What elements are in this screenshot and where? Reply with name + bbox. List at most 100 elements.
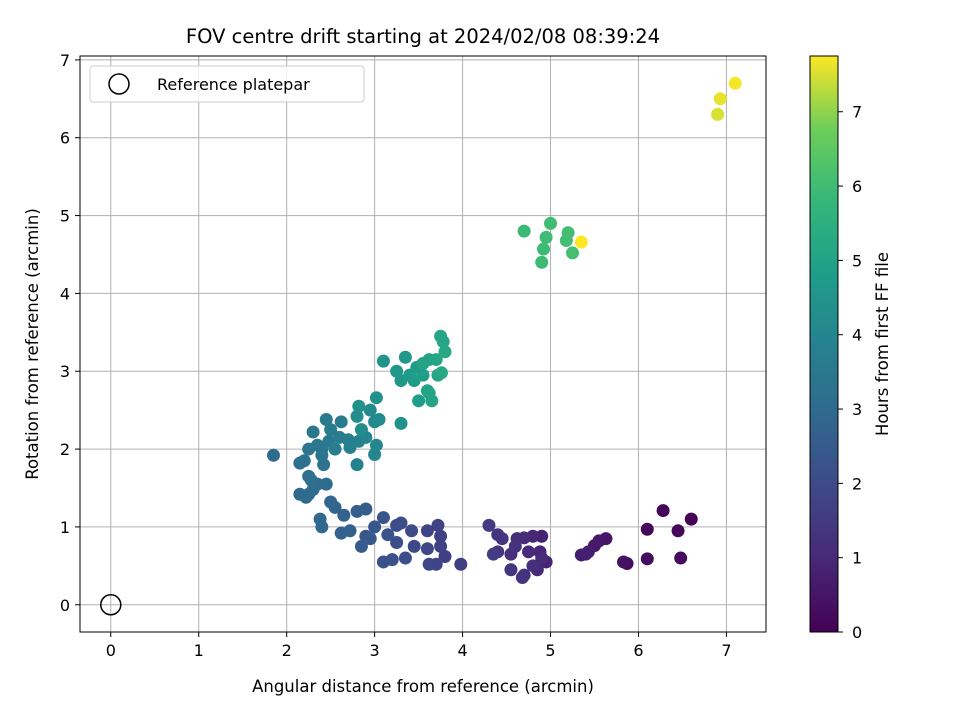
data-point	[526, 559, 540, 573]
data-points	[266, 76, 742, 585]
reference-marker-layer	[100, 594, 122, 616]
data-point	[416, 368, 430, 382]
colorbar-tick-label: 0	[852, 623, 862, 642]
legend-box	[89, 65, 365, 103]
y-tick-label: 6	[60, 129, 70, 148]
data-point	[334, 415, 348, 429]
data-point	[422, 557, 436, 571]
data-point	[324, 423, 338, 437]
data-point	[713, 92, 727, 106]
data-point	[337, 508, 351, 522]
data-point	[390, 518, 404, 532]
x-axis-label: Angular distance from reference (arcmin)	[252, 677, 594, 696]
data-point	[266, 448, 280, 462]
colorbar-tick-label: 6	[852, 177, 862, 196]
x-tick-label: 6	[633, 641, 643, 660]
y-tick-label: 4	[60, 284, 70, 303]
data-point	[350, 458, 364, 472]
data-point	[434, 366, 448, 380]
data-point	[517, 224, 531, 238]
data-point	[398, 350, 412, 364]
colorbar-tick-label: 1	[852, 549, 862, 568]
y-tick-label: 3	[60, 362, 70, 381]
colorbar-tick-label: 2	[852, 474, 862, 493]
data-point	[420, 524, 434, 538]
data-point	[536, 242, 550, 256]
legend-entry: Reference platepar	[157, 75, 310, 94]
grid	[80, 56, 766, 632]
data-point	[579, 547, 593, 561]
y-tick-label: 2	[60, 440, 70, 459]
data-point	[422, 386, 436, 400]
data-point	[376, 555, 390, 569]
data-point	[306, 425, 320, 439]
x-tick-label: 2	[282, 641, 292, 660]
data-point	[363, 532, 377, 546]
data-point	[369, 438, 383, 452]
data-point	[434, 539, 448, 553]
data-point	[431, 518, 445, 532]
x-tick-label: 7	[721, 641, 731, 660]
data-point	[328, 442, 342, 456]
data-point	[368, 520, 382, 534]
data-point	[438, 549, 452, 563]
data-point	[656, 504, 670, 518]
data-point	[313, 512, 327, 526]
data-point	[482, 518, 496, 532]
data-point	[671, 524, 685, 538]
data-point	[405, 524, 419, 538]
data-point	[369, 391, 383, 405]
data-point	[617, 555, 631, 569]
x-tick-label: 4	[457, 641, 467, 660]
data-point	[372, 413, 386, 427]
x-tick-label: 5	[545, 641, 555, 660]
data-point	[297, 454, 311, 468]
colorbar: 0 1 2 3 4 5 6 7 Hours from first FF file	[809, 55, 892, 642]
data-point	[504, 563, 518, 577]
x-tick-label: 1	[194, 641, 204, 660]
legend: Reference platepar	[89, 65, 365, 103]
data-point	[354, 539, 368, 553]
data-point	[376, 354, 390, 368]
data-point	[711, 107, 725, 121]
data-point	[640, 522, 654, 536]
data-point	[566, 246, 580, 260]
data-point	[539, 230, 553, 244]
x-tick-label: 0	[106, 641, 116, 660]
data-point	[319, 413, 333, 427]
x-axis-ticks: 0 1 2 3 4 5 6 7	[106, 632, 732, 660]
data-point	[420, 542, 434, 556]
data-point	[334, 526, 348, 540]
data-point	[535, 551, 549, 565]
data-point	[728, 76, 742, 90]
colorbar-tick-label: 5	[852, 251, 862, 270]
data-point	[429, 353, 443, 367]
data-point	[332, 430, 346, 444]
data-point	[407, 539, 421, 553]
x-tick-label: 3	[370, 641, 380, 660]
data-point	[350, 504, 364, 518]
y-axis-ticks: 0 1 2 3 4 5 6 7	[60, 51, 80, 615]
colorbar-label: Hours from first FF file	[873, 252, 892, 436]
data-point	[491, 528, 505, 542]
data-point	[640, 552, 654, 566]
data-point	[416, 356, 430, 370]
data-point	[434, 529, 448, 543]
plot-frame	[79, 55, 767, 633]
data-point	[381, 528, 395, 542]
data-point	[302, 469, 316, 483]
data-point	[454, 557, 468, 571]
colorbar-ticks: 0 1 2 3 4 5 6 7	[838, 103, 862, 642]
y-axis-label: Rotation from reference (arcmin)	[23, 208, 42, 480]
data-point	[522, 545, 536, 559]
data-point	[352, 399, 366, 413]
data-point	[544, 216, 558, 230]
colorbar-tick-label: 7	[852, 103, 862, 122]
legend-marker-icon	[108, 73, 130, 95]
colorbar-tick-label: 4	[852, 326, 862, 345]
data-point	[515, 571, 529, 585]
data-point	[436, 335, 450, 349]
data-point	[363, 403, 377, 417]
colorbar-tick-label: 3	[852, 400, 862, 419]
